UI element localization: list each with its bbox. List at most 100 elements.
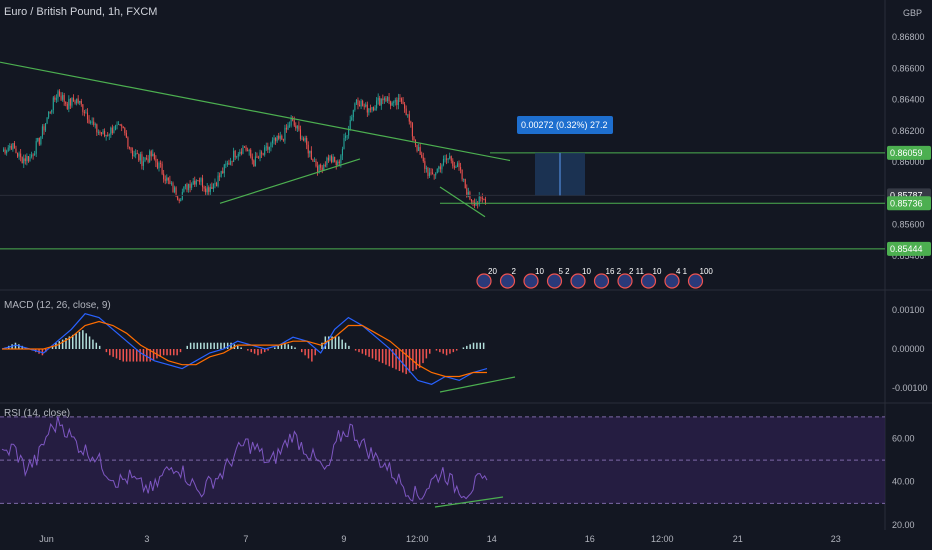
candle-body xyxy=(110,127,112,135)
candle-body xyxy=(142,161,145,166)
candle-body xyxy=(60,95,62,100)
candle-body xyxy=(452,160,454,167)
candle-body xyxy=(177,196,179,200)
candle-body xyxy=(422,157,424,162)
candle-body xyxy=(408,114,410,122)
candle-body xyxy=(18,153,20,157)
candle-body xyxy=(377,97,379,101)
candle-body xyxy=(393,101,395,103)
candle-body xyxy=(97,132,99,133)
candle-body xyxy=(27,156,29,162)
event-icon xyxy=(664,273,680,289)
candle-body xyxy=(478,196,480,205)
candle-body xyxy=(222,171,224,174)
candle-body xyxy=(362,100,364,106)
candle-body xyxy=(236,156,238,158)
candle-body xyxy=(6,150,8,154)
candle-body xyxy=(102,130,104,135)
event-count: 10 xyxy=(535,267,544,276)
time-tick-label: Jun xyxy=(39,534,54,544)
event-icon xyxy=(499,273,516,289)
candle-body xyxy=(318,164,320,173)
candle-body xyxy=(289,125,291,127)
candle-body xyxy=(152,153,154,157)
candle-body xyxy=(136,153,138,155)
candle-body xyxy=(273,138,275,141)
candle-body xyxy=(427,168,429,176)
candle-body xyxy=(304,137,306,141)
candle-body xyxy=(315,160,317,167)
candle-body xyxy=(368,108,370,113)
candle-body xyxy=(17,152,19,157)
candle-body xyxy=(172,183,174,193)
candle-body xyxy=(329,156,331,161)
candle-body xyxy=(105,134,107,137)
candle-body xyxy=(317,166,319,173)
candle-body xyxy=(424,161,426,169)
price-tick-label: 0.86600 xyxy=(892,63,925,73)
candle-body xyxy=(243,146,246,148)
candle-body xyxy=(366,104,368,113)
rsi-tick-label: 60.00 xyxy=(892,433,915,443)
candle-body xyxy=(481,197,483,200)
candle-body xyxy=(138,154,140,161)
candle-body xyxy=(421,154,423,158)
event-count: 2 xyxy=(512,267,517,276)
candle-body xyxy=(372,107,375,111)
price-tag-bg xyxy=(887,196,931,211)
candle-body xyxy=(313,160,315,162)
candle-body xyxy=(30,154,33,157)
candle-body xyxy=(163,173,165,180)
macd-tick-label: 0.00000 xyxy=(892,344,925,354)
candle-body xyxy=(484,199,486,204)
candle-body xyxy=(411,123,413,137)
candle-body xyxy=(463,179,465,180)
candle-body xyxy=(139,154,141,161)
candle-body xyxy=(251,156,253,161)
candle-body xyxy=(371,107,373,110)
rsi-tick-label: 20.00 xyxy=(892,520,915,530)
candle-body xyxy=(111,127,113,134)
candle-body xyxy=(270,142,272,148)
candle-body xyxy=(358,105,361,107)
candle-body xyxy=(281,135,283,140)
candle-body xyxy=(83,111,85,114)
candle-body xyxy=(93,121,95,125)
candle-body xyxy=(385,98,387,101)
macd-tick-label: -0.00100 xyxy=(892,383,928,393)
candle-body xyxy=(240,151,242,154)
candle-body xyxy=(24,158,26,162)
candle-body xyxy=(135,153,137,156)
candle-body xyxy=(167,177,169,181)
candle-body xyxy=(155,159,157,163)
candle-body xyxy=(432,172,434,175)
candle-body xyxy=(341,148,343,156)
candle-body xyxy=(62,95,64,100)
candle-body xyxy=(458,163,460,168)
candle-body xyxy=(391,102,393,106)
candle-body xyxy=(7,147,9,151)
candle-body xyxy=(100,132,103,135)
candle-body xyxy=(268,147,270,150)
time-tick-label: 7 xyxy=(243,534,248,544)
candle-body xyxy=(198,180,200,182)
candle-body xyxy=(363,105,365,107)
candle-body xyxy=(229,161,232,165)
candle-body xyxy=(192,180,194,185)
candle-body xyxy=(327,157,329,161)
candle-body xyxy=(150,151,152,157)
time-tick-label: 12:00 xyxy=(651,534,674,544)
candle-body xyxy=(237,154,239,157)
candle-body xyxy=(51,109,53,113)
candle-body xyxy=(442,159,445,166)
candle-body xyxy=(58,91,61,96)
candle-body xyxy=(104,130,106,137)
candle-body xyxy=(66,103,68,109)
candle-body xyxy=(296,125,298,129)
candle-body xyxy=(99,132,101,133)
candle-body xyxy=(90,121,92,123)
candle-body xyxy=(96,124,98,133)
rsi-divergence-line xyxy=(434,496,504,508)
